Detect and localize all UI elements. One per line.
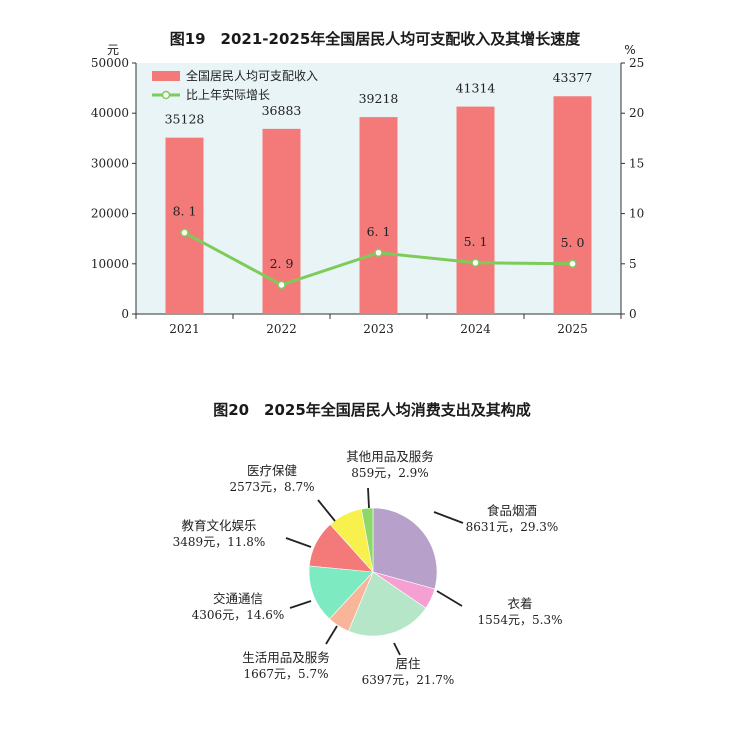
- left-tick-label: 50000: [91, 56, 129, 70]
- legend-swatch-income: [152, 71, 180, 81]
- pie-leader-line: [325, 625, 338, 645]
- pie-slice-value: 2573元，8.7%: [229, 480, 314, 494]
- growth-point-label: 2. 9: [270, 256, 294, 271]
- x-tick-label: 2023: [363, 322, 394, 336]
- growth-point-label: 6. 1: [367, 224, 391, 239]
- income-bar-label: 35128: [165, 112, 205, 127]
- growth-point-label: 5. 1: [464, 234, 488, 249]
- pie-leader-line: [317, 499, 336, 522]
- pie-slice-value: 859元，2.9%: [351, 466, 428, 480]
- right-tick-label: 25: [629, 56, 644, 70]
- pie-slice-name: 衣着: [507, 596, 532, 611]
- pie-slice: [361, 507, 374, 573]
- right-tick-label: 20: [629, 106, 644, 120]
- left-tick-label: 30000: [91, 156, 129, 170]
- pie-slice-name: 食品烟酒: [487, 503, 537, 518]
- pie-slice: [372, 507, 438, 590]
- pie-slice: [348, 571, 427, 637]
- chart20-title: 图20 2025年全国居民人均消费支出及其构成: [213, 401, 531, 419]
- left-tick-label: 20000: [91, 207, 129, 221]
- income-bar: [456, 106, 495, 314]
- right-tick-label: 5: [629, 257, 637, 271]
- pie-leader-line: [436, 590, 463, 607]
- chart19-growth-line: 8. 1 2. 9 6. 1 5. 1 5. 0: [173, 204, 585, 290]
- left-tick-label: 10000: [91, 257, 129, 271]
- pie-slice-name: 教育文化娱乐: [181, 518, 256, 533]
- right-tick-label: 15: [629, 156, 644, 170]
- pie-slice-name: 生活用品及服务: [242, 650, 330, 665]
- left-axis-unit: 元: [107, 43, 119, 57]
- pie-leader-line: [433, 511, 464, 524]
- x-tick-label: 2022: [266, 322, 297, 336]
- income-bar-label: 36883: [262, 103, 302, 118]
- x-tick-label: 2025: [557, 322, 588, 336]
- pie-leader-line: [393, 642, 401, 656]
- pie-slice-name: 交通通信: [213, 591, 263, 606]
- pie-slice-name: 居住: [395, 656, 421, 671]
- income-bar: [553, 96, 592, 314]
- income-bar-label: 41314: [456, 81, 496, 96]
- income-bar-label: 39218: [359, 91, 399, 106]
- legend-label-income: 全国居民人均可支配收入: [186, 68, 318, 83]
- chart20-pie: [308, 507, 438, 637]
- growth-point: [374, 248, 383, 258]
- pie-slice-value: 4306元，14.6%: [192, 608, 285, 622]
- growth-point: [180, 228, 189, 237]
- pie-slice: [308, 565, 374, 620]
- pie-slice-name: 医疗保健: [247, 463, 298, 478]
- pie-slice-value: 1667元，5.7%: [243, 667, 328, 681]
- pie-slice-value: 6397元，21.7%: [362, 673, 455, 687]
- growth-point: [277, 280, 286, 290]
- legend-marker-growth: [161, 90, 171, 100]
- pie-slice-value: 1554元，5.3%: [477, 613, 562, 627]
- chart19-axes: 0100002000030000400005000005101520252021…: [91, 56, 644, 336]
- pie-leader-line: [289, 600, 312, 609]
- pie-slice-value: 3489元，11.8%: [173, 535, 266, 549]
- income-bar: [359, 117, 398, 314]
- x-tick-label: 2024: [460, 322, 491, 336]
- chart19-title: 图19 2021-2025年全国居民人均可支配收入及其增长速度: [170, 30, 582, 48]
- chart19-bars: 35128 36883 39218 41314 43377: [165, 70, 593, 314]
- growth-point: [471, 258, 480, 268]
- pie-leader-line: [367, 487, 370, 509]
- right-tick-label: 10: [629, 207, 644, 221]
- pie-slice-value: 8631元，29.3%: [466, 520, 559, 534]
- left-tick-label: 40000: [91, 106, 129, 120]
- right-axis-unit: %: [624, 43, 635, 57]
- growth-point-label: 5. 0: [561, 235, 585, 250]
- chart20-labels: 食品烟酒 8631元，29.3% 衣着 1554元，5.3% 居住 6397元，21.7%…: [173, 449, 563, 687]
- left-tick-label: 0: [121, 307, 129, 321]
- chart19-legend: 全国居民人均可支配收入 比上年实际增长: [152, 68, 318, 102]
- right-tick-label: 0: [629, 307, 637, 321]
- pie-leader-line: [285, 537, 312, 548]
- growth-point: [568, 259, 577, 269]
- growth-point-label: 8. 1: [173, 204, 197, 219]
- legend-label-growth: 比上年实际增长: [186, 87, 270, 102]
- x-tick-label: 2021: [169, 322, 200, 336]
- pie-slice-name: 其他用品及服务: [346, 449, 434, 464]
- income-bar-label: 43377: [553, 70, 593, 85]
- income-bar: [165, 137, 204, 314]
